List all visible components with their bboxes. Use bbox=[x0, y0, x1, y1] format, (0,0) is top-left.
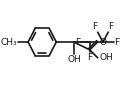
Text: F: F bbox=[108, 22, 113, 31]
Text: OH: OH bbox=[67, 55, 81, 64]
Text: F: F bbox=[87, 53, 92, 62]
Text: OH: OH bbox=[99, 53, 113, 62]
Text: F: F bbox=[92, 22, 97, 31]
Text: CH₃: CH₃ bbox=[1, 37, 18, 46]
Text: F: F bbox=[75, 37, 80, 46]
Text: O: O bbox=[99, 37, 106, 46]
Text: F: F bbox=[114, 37, 120, 46]
